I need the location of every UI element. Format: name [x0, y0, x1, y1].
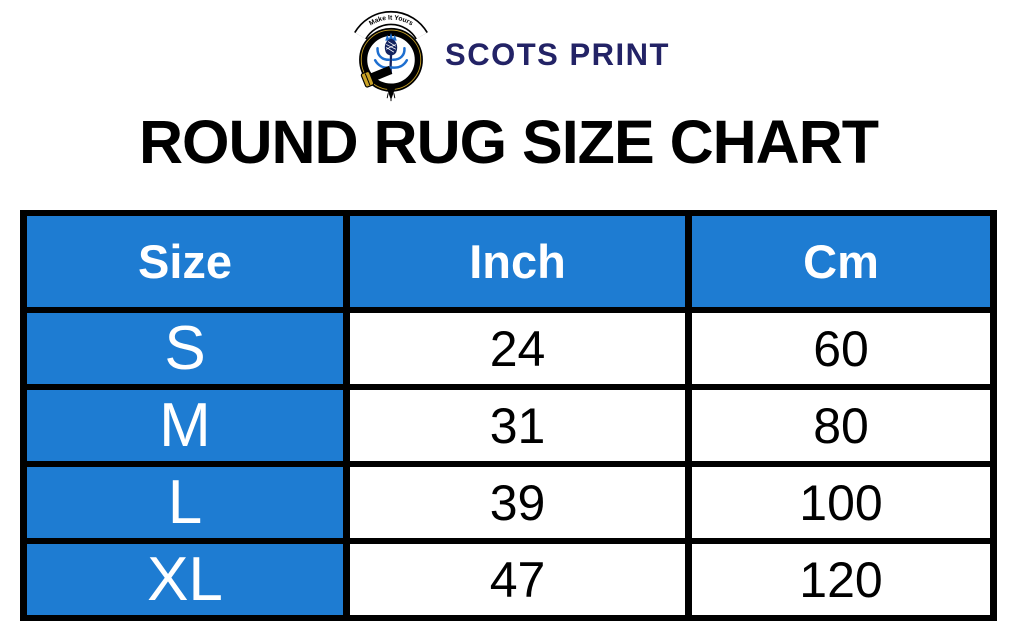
column-header-cm: Cm [685, 210, 997, 313]
brand-header: Make It Yours [0, 0, 1017, 104]
cm-cell: 120 [685, 538, 997, 621]
brand-wordmark: SCOTS PRINT [445, 36, 670, 73]
header-row: Size Inch Cm [20, 210, 997, 313]
belt-buckle-icon [360, 65, 393, 88]
column-header-size: Size [20, 210, 350, 313]
table-row-xl: XL 47 120 [20, 538, 997, 621]
inch-cell: 24 [343, 307, 692, 390]
strap-fringe [386, 93, 396, 102]
table-row-l: L 39 100 [20, 461, 997, 544]
size-chart-table: Size Inch Cm S 24 60 M 31 80 L 39 100 [20, 210, 997, 621]
table-row-s: S 24 60 [20, 307, 997, 390]
cm-cell: 60 [685, 307, 997, 390]
table-header: Size Inch Cm [20, 210, 997, 313]
table-row-m: M 31 80 [20, 384, 997, 467]
clan-crest-logo-icon: Make It Yours [354, 10, 428, 102]
column-header-inch: Inch [343, 210, 692, 313]
thistle-icon [373, 32, 409, 75]
size-cell: L [20, 461, 350, 544]
size-cell: XL [20, 538, 350, 621]
inch-cell: 39 [343, 461, 692, 544]
size-cell: M [20, 384, 350, 467]
table-body: S 24 60 M 31 80 L 39 100 XL 47 120 [20, 307, 997, 621]
banner-ribbon [355, 12, 427, 39]
cm-cell: 100 [685, 461, 997, 544]
cm-cell: 80 [685, 384, 997, 467]
inch-cell: 47 [343, 538, 692, 621]
strap-tail [386, 86, 396, 101]
inch-cell: 31 [343, 384, 692, 467]
page-title: ROUND RUG SIZE CHART [138, 108, 879, 176]
size-cell: S [20, 307, 350, 390]
